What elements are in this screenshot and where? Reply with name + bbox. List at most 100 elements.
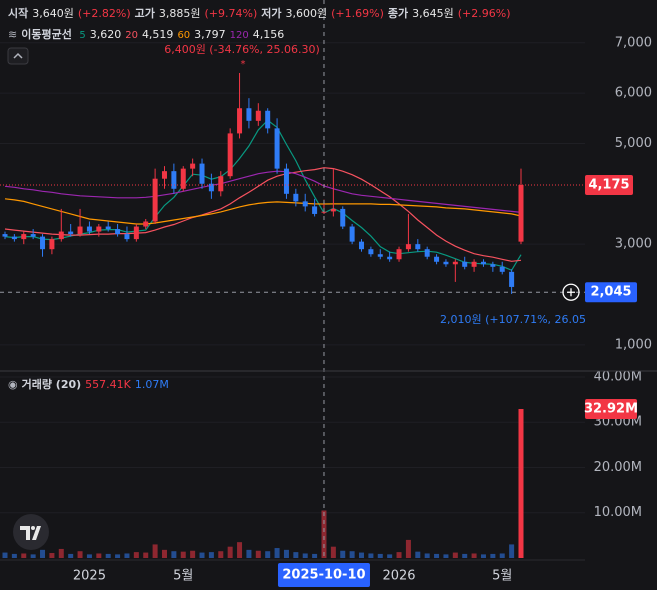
crosshair-date-label: 2025-10-10 — [282, 568, 365, 583]
ohlc-value: 3,640원 — [32, 7, 74, 20]
volume-bar — [462, 553, 468, 558]
volume-bar — [405, 539, 411, 558]
volume-bar — [115, 554, 121, 558]
x-tick-label: 5월 — [173, 569, 193, 584]
candle-body — [387, 256, 393, 260]
volume-bar — [302, 553, 308, 558]
volume-bar — [105, 553, 111, 558]
min-note: 2,010원 (+107.71%, 26.05.1 — [440, 313, 597, 326]
ohlc-value: 3,600원 — [285, 7, 328, 20]
volume-bar — [21, 553, 27, 558]
ma-period: 60 — [177, 30, 191, 41]
volume-bar — [124, 553, 130, 558]
collapse-button[interactable] — [7, 47, 29, 65]
volume-tick-label: 40.00M — [594, 369, 642, 384]
volume-bar — [180, 551, 186, 558]
ma-legend: ≋ 이동평균선 5 3,620 20 4,519 60 3,797 120 4,156 — [8, 26, 288, 42]
volume-bar — [237, 542, 243, 558]
candle-body — [274, 128, 280, 169]
volume-tick-label: 10.00M — [594, 505, 642, 520]
ohlc-change: (+2.82%) — [77, 7, 131, 20]
candle-body — [237, 108, 243, 134]
candle-body — [180, 168, 186, 189]
candle-body — [462, 261, 468, 267]
ohlc-label: 고가 — [134, 7, 155, 20]
volume-bar — [86, 554, 92, 558]
ohlc-value: 3,885원 — [158, 7, 201, 20]
last-price-box — [585, 175, 633, 195]
volume-bar — [255, 550, 261, 558]
add-button[interactable] — [562, 283, 580, 301]
candle-body — [2, 234, 8, 237]
volume-last-box — [585, 399, 637, 420]
volume-bar — [359, 552, 365, 558]
volume-tick-label: 20.00M — [594, 460, 642, 475]
crosshair-date-box — [277, 563, 370, 587]
ma-title: 이동평균선 — [21, 28, 72, 41]
candle-body — [171, 171, 177, 189]
volume-bar — [58, 548, 64, 558]
volume-bar — [330, 546, 336, 558]
candle-body — [405, 244, 411, 250]
axis-layer: 1,0003,0005,0006,0007,00010.00M20.00M30.… — [73, 35, 652, 587]
volume-bar — [283, 549, 289, 558]
max-note: 6,400원 (-34.76%, 25.06.30) — [164, 43, 320, 56]
volume-bar — [96, 553, 102, 558]
candle-body — [255, 110, 261, 121]
x-tick-label: 2025 — [73, 569, 106, 584]
volume-legend-value: 557.41K — [85, 378, 131, 391]
volume-bar — [152, 544, 158, 558]
candle-body — [509, 271, 515, 287]
volume-title: 거래량 (20) — [21, 378, 82, 391]
candle-body — [330, 208, 336, 212]
candle-body — [265, 110, 271, 129]
volume-bar — [190, 550, 196, 558]
plot-area — [0, 0, 585, 560]
ohlc-label: 종가 — [387, 7, 409, 20]
volume-bar — [387, 554, 393, 558]
volume-bar — [293, 552, 299, 558]
candle-body — [293, 193, 299, 202]
candle-body — [396, 249, 402, 260]
volume-bar — [415, 551, 421, 558]
candle-body — [77, 226, 83, 235]
ma-value: 4,156 — [252, 28, 285, 41]
candle-body — [49, 239, 55, 250]
volume-bar — [312, 553, 318, 558]
ohlc-change: (+2.96%) — [457, 7, 511, 20]
volume-bar — [368, 553, 374, 558]
ma-period: 20 — [125, 30, 138, 41]
volume-bar — [480, 554, 486, 558]
add-icon — [567, 288, 575, 297]
volume-bar — [49, 553, 55, 558]
volume-legend: ◉ 거래량 (20) 557.41K 1.07M — [8, 376, 173, 392]
volume-bar — [171, 551, 177, 558]
volume-bar — [143, 552, 149, 558]
candle-body — [246, 108, 252, 121]
ma-period: 5 — [79, 30, 86, 41]
volume-bar — [349, 551, 355, 558]
volume-bar — [424, 553, 430, 558]
last-price-label: 4,175 — [588, 178, 629, 193]
crosshair-price-label: 2,045 — [590, 285, 631, 300]
candle-body — [40, 236, 46, 250]
volume-bar — [499, 553, 505, 558]
volume-bar — [396, 552, 402, 558]
volume-bar — [490, 553, 496, 558]
candle-body — [86, 226, 92, 232]
ma-period: 120 — [229, 30, 249, 41]
candle-body — [105, 226, 111, 230]
candle-body — [368, 249, 374, 255]
volume-bar — [321, 510, 327, 558]
candle-body — [349, 226, 355, 242]
volume-bar — [30, 554, 36, 558]
candle-body — [161, 171, 167, 179]
candle-body — [115, 229, 121, 235]
candle-body — [58, 231, 64, 240]
ma-value: 3,620 — [89, 28, 122, 41]
candle-body — [68, 231, 74, 235]
volume-bar — [274, 548, 280, 558]
candle-body — [199, 163, 205, 184]
candle-body — [321, 211, 327, 213]
candle-body — [415, 244, 421, 250]
